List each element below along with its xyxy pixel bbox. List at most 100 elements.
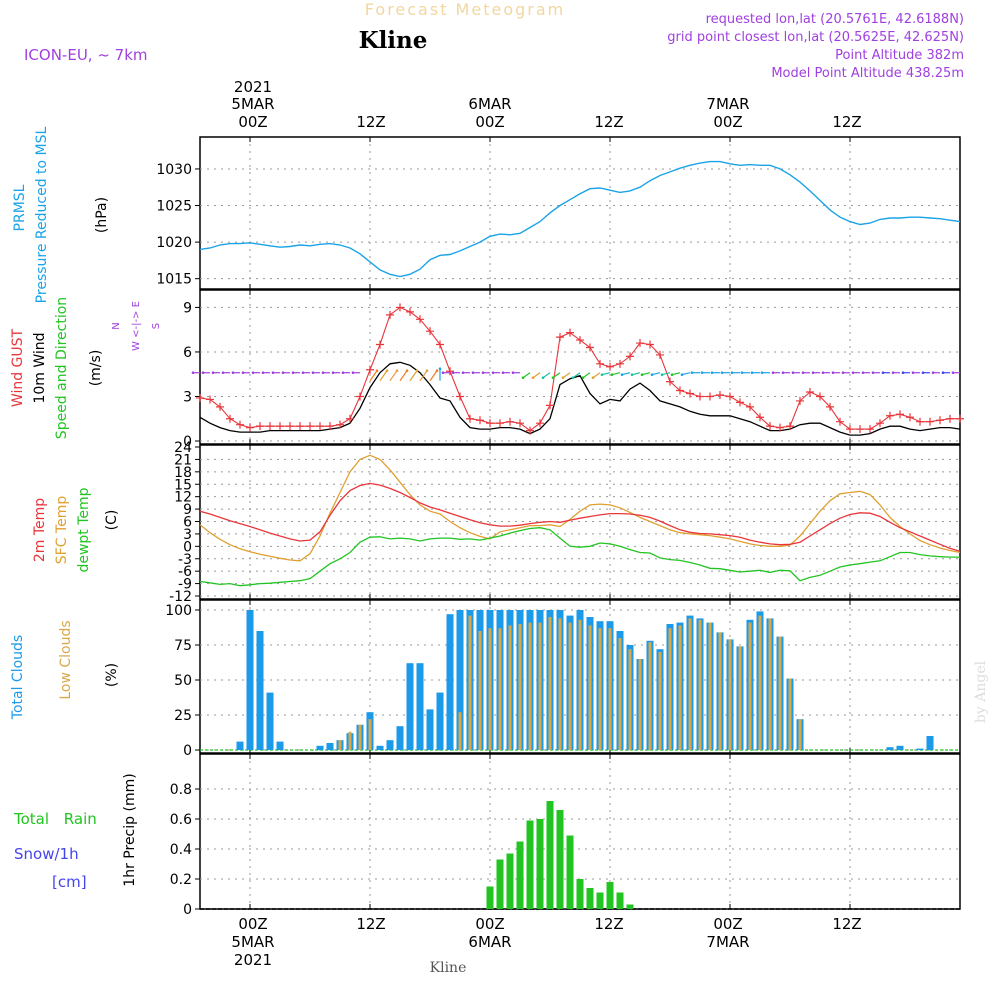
- gust-marker: [496, 419, 504, 428]
- y-tick-label: 1020: [156, 235, 192, 251]
- wind-direction-arrowhead: [395, 369, 399, 373]
- wind-direction-arrowhead: [771, 371, 775, 375]
- gust-marker: [436, 340, 444, 349]
- wind-direction-arrowhead: [851, 371, 855, 375]
- location-title: Kline: [359, 27, 428, 54]
- y-tick-label: 1015: [156, 272, 192, 288]
- rain-bar: [526, 820, 534, 909]
- wind-direction-arrowhead: [281, 371, 285, 375]
- wind-direction-arrow: [601, 372, 611, 376]
- wind-direction-arrowhead: [241, 371, 245, 375]
- total-cloud-bar: [886, 747, 894, 750]
- gust-marker: [716, 390, 724, 399]
- wind-direction-arrow: [532, 372, 541, 379]
- wind-direction-arrow: [389, 370, 398, 382]
- wind-direction-arrowhead: [630, 373, 634, 377]
- gust-marker: [216, 402, 224, 411]
- temp2m-label: 2m Temp: [32, 498, 48, 562]
- rain-bar: [516, 841, 524, 909]
- low-cloud-bar: [758, 615, 762, 750]
- wind-direction-arrowhead: [610, 373, 614, 377]
- clouds-unit: (%): [104, 663, 120, 687]
- gust-marker: [796, 396, 804, 405]
- rain-bar: [626, 904, 634, 909]
- low-cloud-bar: [508, 625, 512, 750]
- gust-marker: [606, 362, 614, 371]
- rain-bar: [536, 819, 544, 909]
- gust-marker: [196, 393, 204, 402]
- y-tick-label: 9: [183, 300, 192, 316]
- wind-direction-arrowhead: [441, 371, 445, 375]
- gust-marker: [296, 422, 304, 431]
- low-cloud-bar: [608, 628, 612, 750]
- wind-direction-arrowhead: [435, 369, 439, 373]
- gust-marker: [646, 340, 654, 349]
- gust-marker: [766, 422, 774, 431]
- y-tick-label: 0: [183, 743, 192, 759]
- low-cloud-bar: [588, 625, 592, 750]
- gust-marker: [356, 392, 364, 401]
- wind-direction-arrow: [562, 372, 571, 379]
- requested-coords: requested lon,lat (20.5761E, 42.6188N): [706, 12, 964, 27]
- gust-marker: [816, 392, 824, 401]
- wind-direction-arrowhead: [921, 371, 925, 375]
- wind-direction-arrowhead: [620, 373, 624, 377]
- gust-marker: [426, 327, 434, 336]
- wind-direction-arrow: [572, 372, 581, 379]
- y-tick-label: 9: [183, 502, 192, 518]
- y-tick-label: 0: [183, 539, 192, 555]
- gust-marker: [926, 417, 934, 426]
- gust-marker: [486, 419, 494, 428]
- wind-direction-arrowhead: [211, 371, 215, 375]
- total-cloud-bar: [256, 631, 264, 750]
- y-tick-label: 50: [174, 673, 192, 689]
- gust-marker: [626, 352, 634, 361]
- top-tick-12z-b: 12Z: [594, 113, 623, 131]
- low-cloud-bar: [538, 622, 542, 750]
- total-cloud-bar: [326, 743, 334, 750]
- wind-direction-arrowhead: [291, 371, 295, 375]
- wind-direction-arrow: [419, 370, 428, 382]
- gust-marker: [686, 389, 694, 398]
- gust-marker: [936, 416, 944, 425]
- rain-bar: [616, 892, 624, 909]
- wind-direction-arrowhead: [740, 371, 744, 375]
- wind-direction-arrow: [621, 372, 631, 376]
- gust-marker: [656, 350, 664, 359]
- wind-direction-arrow: [379, 370, 388, 382]
- low-cloud-bar: [698, 619, 702, 750]
- wind-direction-arrowhead: [841, 371, 845, 375]
- gust-marker: [726, 392, 734, 401]
- wind-direction-arrowhead: [680, 373, 684, 377]
- total-cloud-bar: [436, 692, 444, 750]
- wind-direction-arrowhead: [231, 371, 235, 375]
- gust-marker: [746, 402, 754, 411]
- low-cloud-bar: [598, 628, 602, 750]
- wind-direction-arrowhead: [415, 369, 419, 373]
- wind-direction-arrowhead: [640, 373, 644, 377]
- wind-direction-arrowhead: [375, 369, 379, 373]
- wind-direction-arrowhead: [720, 371, 724, 375]
- bottom-tick-12z-a: 12Z: [356, 915, 385, 933]
- gust-marker: [826, 402, 834, 411]
- wind-direction-arrowhead: [670, 373, 674, 377]
- wind-direction-arrowhead: [531, 376, 535, 380]
- grid-coords: grid point closest lon,lat (20.5625E, 42…: [667, 30, 964, 45]
- total-cloud-bar: [276, 741, 284, 750]
- low-cloud-bar: [688, 618, 692, 750]
- gust-marker: [366, 365, 374, 374]
- wind-direction-arrowhead: [650, 373, 654, 377]
- gust-marker: [456, 392, 464, 401]
- gust-marker: [736, 398, 744, 407]
- low-cloud-bar: [788, 678, 792, 750]
- gust-marker: [336, 420, 344, 429]
- total-cloud-bar: [426, 709, 434, 750]
- pressure-line: [199, 160, 961, 278]
- wind-direction-arrowhead: [901, 371, 905, 375]
- low-cloud-bar: [348, 731, 352, 750]
- compass-west-east: W <-|-> E: [131, 301, 142, 351]
- panel-frame: [199, 599, 961, 754]
- wind-direction-arrowhead: [781, 371, 785, 375]
- gust-marker: [696, 392, 704, 401]
- low-cloud-bar: [628, 649, 632, 750]
